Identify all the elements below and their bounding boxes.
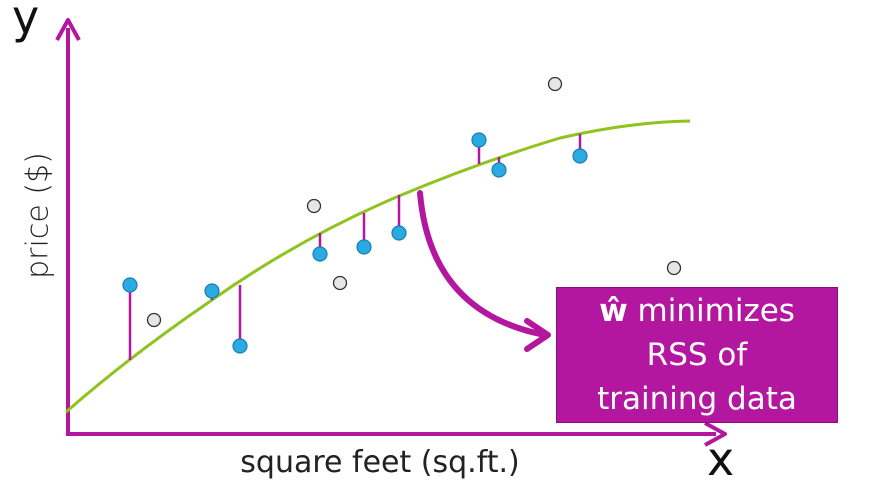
callout-arrow xyxy=(417,190,551,352)
training-data-point xyxy=(232,338,248,354)
w-hat-symbol: ŵ xyxy=(599,293,628,329)
x-axis-arrowhead xyxy=(704,421,727,447)
callout-line-1-text: minimizes xyxy=(627,293,795,329)
other-data-point xyxy=(547,76,563,92)
y-axis-label: price ($) xyxy=(20,152,56,279)
training-data-point xyxy=(122,277,138,293)
training-data-point xyxy=(572,148,588,164)
x-axis-label: square feet (sq.ft.) xyxy=(240,445,520,480)
training-data-point xyxy=(356,239,372,255)
callout-arrow-shaft xyxy=(417,190,543,337)
callout-arrowhead xyxy=(524,318,551,352)
other-data-point xyxy=(306,198,322,214)
data-points xyxy=(122,76,682,354)
y-axis-arrowhead xyxy=(55,18,81,41)
callout-line-1: ŵ minimizes xyxy=(557,289,837,333)
other-data-point xyxy=(146,312,162,328)
other-data-point xyxy=(666,260,682,276)
axes xyxy=(55,18,727,447)
callout-line-3: training data xyxy=(597,381,797,417)
other-data-point xyxy=(332,275,348,291)
callout-box: ŵ minimizes RSS of training data xyxy=(556,287,838,423)
training-data-point xyxy=(491,162,507,178)
callout-line-2: RSS of xyxy=(646,337,748,373)
training-data-point xyxy=(391,225,407,241)
training-data-point xyxy=(471,132,487,148)
y-axis-letter: y xyxy=(12,0,40,44)
fitted-curve xyxy=(65,119,691,414)
x-axis-letter: x xyxy=(707,432,735,486)
training-data-point xyxy=(312,246,328,262)
training-data-point xyxy=(204,283,220,299)
